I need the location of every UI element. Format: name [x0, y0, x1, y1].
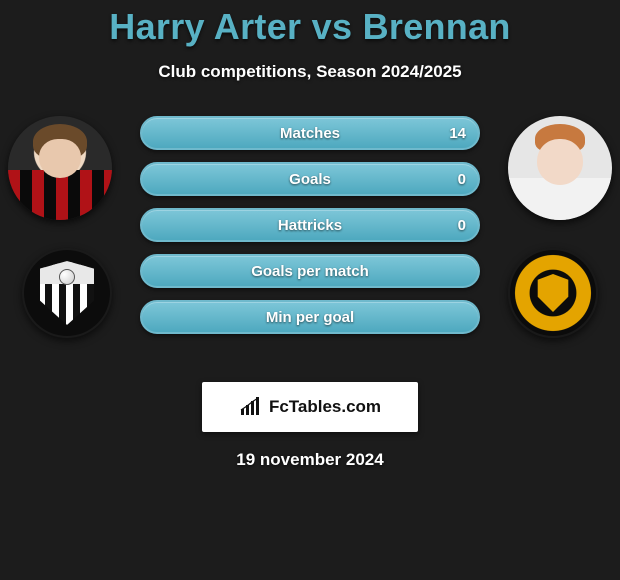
comparison-body: Matches 14 Goals 0 Hattricks 0 Goals per…	[0, 116, 620, 376]
stat-bar-matches: Matches 14	[140, 116, 480, 150]
site-label: FcTables.com	[269, 397, 381, 417]
stat-right-value: 0	[458, 210, 466, 240]
bar-chart-icon	[239, 397, 263, 417]
stat-bar-goals: Goals 0	[140, 162, 480, 196]
generated-date: 19 november 2024	[0, 450, 620, 470]
club-crest-left	[22, 248, 112, 338]
stat-bars: Matches 14 Goals 0 Hattricks 0 Goals per…	[140, 116, 480, 346]
stat-label: Matches	[142, 118, 478, 148]
player-avatar-left	[8, 116, 112, 220]
stat-bar-goals-per-match: Goals per match	[140, 254, 480, 288]
stat-right-value: 14	[449, 118, 466, 148]
stat-right-value: 0	[458, 164, 466, 194]
stat-label: Goals per match	[142, 256, 478, 286]
page-title: Harry Arter vs Brennan	[0, 0, 620, 48]
stat-label: Hattricks	[142, 210, 478, 240]
player-avatar-right	[508, 116, 612, 220]
stat-bar-hattricks: Hattricks 0	[140, 208, 480, 242]
stat-label: Goals	[142, 164, 478, 194]
comparison-card: Harry Arter vs Brennan Club competitions…	[0, 0, 620, 470]
page-subtitle: Club competitions, Season 2024/2025	[0, 62, 620, 82]
stat-bar-min-per-goal: Min per goal	[140, 300, 480, 334]
club-crest-right	[508, 248, 598, 338]
site-badge: FcTables.com	[202, 382, 418, 432]
stat-label: Min per goal	[142, 302, 478, 332]
